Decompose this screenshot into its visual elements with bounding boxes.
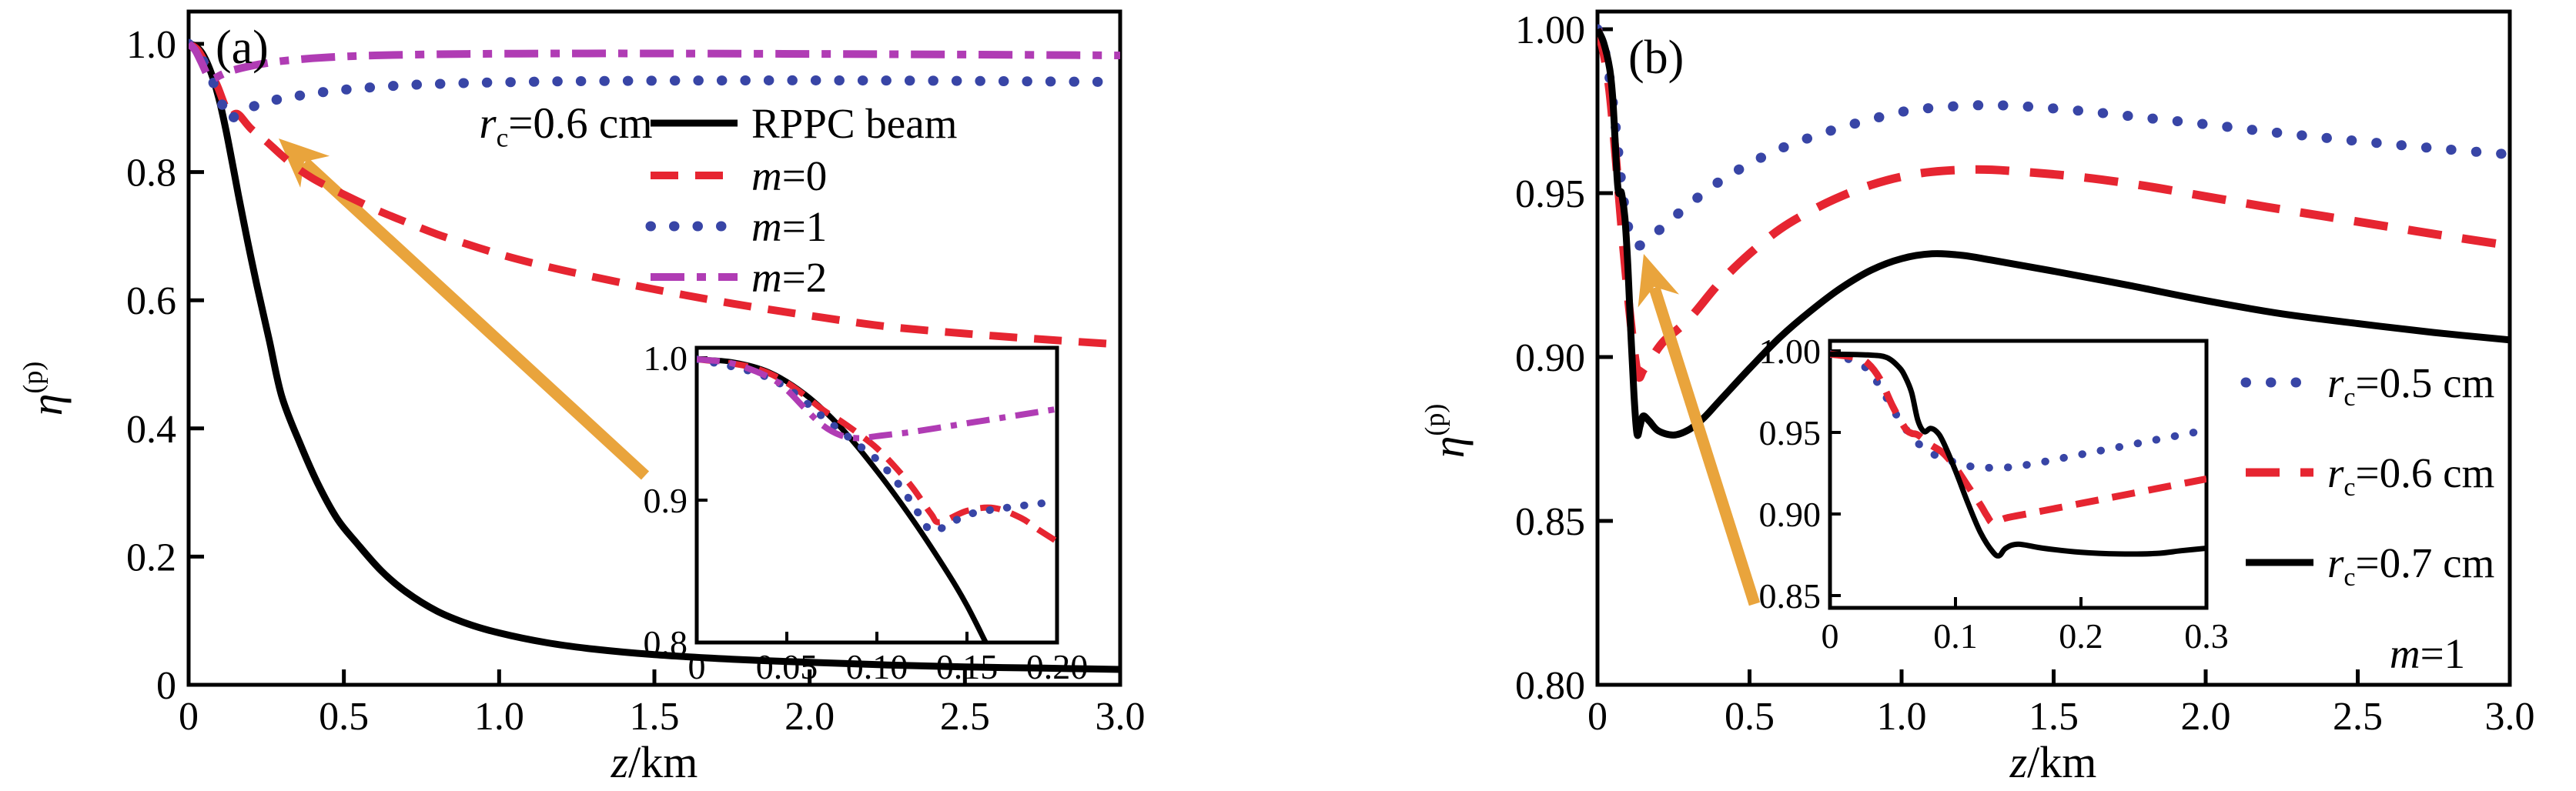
curves xyxy=(1597,24,2510,439)
panel-b-chart: 0 0.5 1.0 1.5 2.0 2.5 3.0 1.00 0.95 0.90 0.85 0.80 z… xyxy=(1419,8,2534,787)
curves xyxy=(189,38,1120,673)
y-tick-label: 0 xyxy=(156,664,176,708)
y-axis: 1.00 0.95 0.90 0.85 0.80 xyxy=(1515,8,1613,708)
inset-x-tick-label: 0.05 xyxy=(756,647,818,686)
x-tick-label: 2.5 xyxy=(2333,695,2383,739)
curve-m-0 xyxy=(697,355,1057,545)
legend: RPPC beam m=0m=1m=2 xyxy=(645,100,957,301)
y-tick-label: 0.8 xyxy=(126,152,176,195)
inset-y-tick-label: 1.00 xyxy=(1759,332,1822,371)
curve-rc-0-5-cm xyxy=(1830,350,2206,472)
x-axis: 0 0.5 1.0 1.5 2.0 2.5 3.0 xyxy=(1587,669,2535,739)
x-tick-label: 2.5 xyxy=(940,695,990,739)
inset-y-tick-label: 0.9 xyxy=(644,481,688,520)
parameter-annotation: rc=0.6 cm xyxy=(479,99,652,152)
x-tick-label: 1.5 xyxy=(630,695,680,739)
y-tick-label: 1.0 xyxy=(126,23,176,67)
x-tick-label: 3.0 xyxy=(2485,695,2535,739)
x-tick-label: 1.0 xyxy=(1877,695,1927,739)
panel-label: (a) xyxy=(216,22,269,74)
zoom-arrow-head xyxy=(279,139,330,188)
curve-m-2 xyxy=(697,355,1057,442)
curve-rc-0-7-cm xyxy=(1597,27,2510,439)
zoom-arrow-icon xyxy=(1638,254,1761,606)
y-tick-label: 0.6 xyxy=(126,279,176,323)
inset-x-tick-label: 0 xyxy=(688,647,706,686)
zoom-arrow-head xyxy=(1638,254,1679,308)
y-axis-title: η(p) xyxy=(1419,404,1474,459)
inset-x-tick-label: 0.3 xyxy=(2184,616,2229,656)
y-tick-label: 0.2 xyxy=(126,536,176,579)
legend-label-m2: m=2 xyxy=(751,254,827,301)
x-tick-label: 0.5 xyxy=(1725,695,1775,739)
inset-y-tick-label: 0.8 xyxy=(644,623,688,663)
panel-a-root: 0 0.5 1.0 1.5 2.0 2.5 3.01.00.80.60.40.20z/kmη… xyxy=(17,9,1146,787)
inset-x-tick-label: 0.20 xyxy=(1026,647,1089,686)
x-axis-title: z/km xyxy=(611,737,698,787)
inset-y-tick-label: 0.85 xyxy=(1759,576,1822,616)
panel-b-root: 0 0.5 1.0 1.5 2.0 2.5 3.0 1.00 0.95 0.90 0.85 0.80 z… xyxy=(1419,8,2534,787)
zoom-arrow-icon xyxy=(279,139,650,480)
inset-y-tick-label: 0.95 xyxy=(1759,413,1822,452)
curve-rc-0-5-cm xyxy=(1597,24,2510,252)
legend-label-m0: m=0 xyxy=(751,152,827,199)
y-tick-label: 0.90 xyxy=(1515,336,1585,380)
inset-frame xyxy=(1828,339,2209,610)
y-tick-label: 0.80 xyxy=(1515,664,1585,708)
x-tick-label: 0 xyxy=(179,695,199,739)
x-axis-title: z/km xyxy=(2009,737,2097,787)
legend-extra-label: m=1 xyxy=(2390,630,2465,677)
legend-label-r06: rc=0.6 cm xyxy=(2327,449,2494,502)
curve-m-0 xyxy=(189,40,1120,349)
inset-x-tick-label: 0.10 xyxy=(846,647,908,686)
curve-rppc-beam xyxy=(189,40,1120,673)
inset-x-tick-label: 0.2 xyxy=(2059,616,2103,656)
y-axis-title: η(p) xyxy=(17,362,72,416)
legend-label-m1: m=1 xyxy=(751,203,827,250)
curve-rc-0-6-cm xyxy=(1830,350,2206,527)
inset-x-tick-label: 0.15 xyxy=(936,647,999,686)
legend-label-r07: rc=0.7 cm xyxy=(2327,539,2494,592)
curves xyxy=(697,355,1057,642)
y-tick-label: 0.95 xyxy=(1515,172,1585,216)
y-tick-label: 0.4 xyxy=(126,408,176,452)
inset-x-tick-label: 0 xyxy=(1822,616,1839,656)
inset-y-tick-label: 1.0 xyxy=(644,339,688,378)
legend-label-r05: rc=0.5 cm xyxy=(2327,359,2494,412)
inset-y-tick-label: 0.90 xyxy=(1759,495,1822,534)
zoom-arrow-shaft xyxy=(1648,285,1761,606)
zoom-arrow-shaft xyxy=(300,158,650,480)
panel-label: (b) xyxy=(1628,32,1684,84)
x-tick-label: 2.0 xyxy=(2181,695,2231,739)
x-axis: 0 0.5 1.0 1.5 2.0 2.5 3.0 xyxy=(179,669,1146,739)
x-tick-label: 2.0 xyxy=(785,695,835,739)
y-tick-label: 0.85 xyxy=(1515,500,1585,544)
legend-label-rppc: RPPC beam xyxy=(751,100,957,147)
curve-m-1 xyxy=(189,38,1120,126)
inset-chart: 0 0.05 0.10 0.15 0.20 1.0 0.9 0.8 xyxy=(644,339,1089,686)
x-tick-label: 3.0 xyxy=(1096,695,1146,739)
inset-x-tick-label: 0.1 xyxy=(1933,616,1978,656)
inset-chart: 0 0.1 0.2 0.3 1.00 0.95 0.90 0.85 xyxy=(1759,332,2229,656)
curves xyxy=(1830,350,2206,559)
y-axis: 1.0 0.8 0.6 0.4 0.2 0 xyxy=(126,23,204,708)
y-tick-label: 1.00 xyxy=(1515,8,1585,52)
x-tick-label: 0 xyxy=(1587,695,1607,739)
x-tick-label: 0.5 xyxy=(319,695,369,739)
x-tick-label: 1.5 xyxy=(2029,695,2079,739)
panel-a-chart: 0 0.5 1.0 1.5 2.0 2.5 3.01.00.80.60.40.20z/kmη… xyxy=(17,9,1146,787)
curve-m-2 xyxy=(189,41,1120,83)
curve-rc-0-7-cm xyxy=(1830,351,2206,559)
legend: rc=0.5 cm rc=0.6 cm rc=0.7 cm m=1 xyxy=(2240,359,2494,677)
inset-frame xyxy=(694,345,1059,645)
x-tick-label: 1.0 xyxy=(474,695,524,739)
